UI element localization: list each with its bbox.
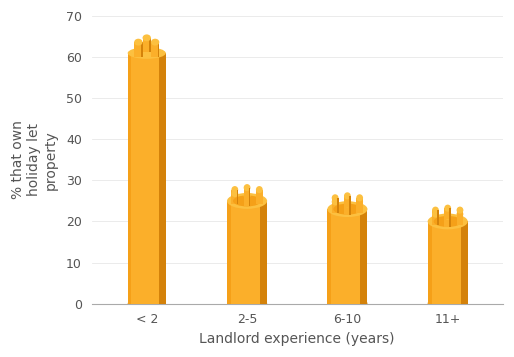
Bar bbox=[432, 214, 439, 225]
Ellipse shape bbox=[256, 186, 263, 193]
Polygon shape bbox=[249, 196, 250, 206]
Ellipse shape bbox=[231, 186, 238, 193]
Polygon shape bbox=[349, 204, 351, 215]
Ellipse shape bbox=[428, 213, 468, 230]
Ellipse shape bbox=[456, 211, 464, 218]
Ellipse shape bbox=[456, 207, 464, 214]
Polygon shape bbox=[159, 53, 166, 303]
Ellipse shape bbox=[231, 190, 238, 197]
Bar bbox=[231, 193, 238, 205]
Ellipse shape bbox=[432, 211, 439, 218]
Polygon shape bbox=[349, 196, 351, 207]
Polygon shape bbox=[249, 188, 250, 198]
Ellipse shape bbox=[344, 200, 351, 207]
Ellipse shape bbox=[332, 198, 339, 205]
Ellipse shape bbox=[356, 198, 363, 205]
Bar bbox=[356, 202, 363, 213]
Ellipse shape bbox=[432, 207, 439, 214]
Polygon shape bbox=[236, 190, 238, 201]
Bar bbox=[256, 193, 263, 205]
Ellipse shape bbox=[244, 184, 250, 191]
Ellipse shape bbox=[434, 216, 462, 227]
Polygon shape bbox=[149, 38, 151, 52]
Ellipse shape bbox=[142, 34, 151, 41]
Polygon shape bbox=[260, 201, 267, 303]
Ellipse shape bbox=[356, 194, 363, 201]
Ellipse shape bbox=[327, 201, 368, 217]
Polygon shape bbox=[337, 202, 339, 213]
Polygon shape bbox=[428, 221, 432, 303]
Bar bbox=[428, 221, 468, 303]
Polygon shape bbox=[127, 53, 132, 303]
Polygon shape bbox=[337, 198, 339, 209]
Bar bbox=[227, 201, 267, 303]
Ellipse shape bbox=[127, 298, 166, 310]
Bar bbox=[142, 38, 151, 52]
Bar bbox=[456, 210, 464, 221]
Ellipse shape bbox=[244, 192, 250, 199]
Bar bbox=[332, 198, 339, 209]
Bar bbox=[344, 204, 351, 215]
Polygon shape bbox=[158, 42, 159, 56]
Ellipse shape bbox=[334, 203, 361, 215]
Ellipse shape bbox=[256, 190, 263, 197]
Bar bbox=[444, 208, 451, 219]
Ellipse shape bbox=[344, 192, 351, 200]
Ellipse shape bbox=[327, 296, 368, 312]
Ellipse shape bbox=[332, 194, 339, 201]
Bar bbox=[327, 209, 368, 303]
Ellipse shape bbox=[444, 205, 451, 212]
Bar bbox=[256, 190, 263, 201]
Bar bbox=[231, 190, 238, 201]
Bar bbox=[134, 42, 142, 56]
Ellipse shape bbox=[444, 212, 451, 220]
Y-axis label: % that own
holiday let
property: % that own holiday let property bbox=[11, 120, 58, 199]
Polygon shape bbox=[449, 216, 451, 227]
Ellipse shape bbox=[227, 296, 267, 312]
X-axis label: Landlord experience (years): Landlord experience (years) bbox=[199, 332, 395, 346]
Ellipse shape bbox=[428, 296, 468, 312]
Bar bbox=[127, 53, 166, 303]
Ellipse shape bbox=[134, 39, 142, 46]
Bar bbox=[432, 210, 439, 221]
Ellipse shape bbox=[151, 39, 159, 46]
Polygon shape bbox=[461, 221, 468, 303]
Bar bbox=[456, 214, 464, 225]
Polygon shape bbox=[360, 209, 368, 303]
Ellipse shape bbox=[127, 47, 166, 59]
Polygon shape bbox=[449, 208, 451, 219]
Ellipse shape bbox=[233, 195, 261, 206]
Polygon shape bbox=[236, 193, 238, 205]
Bar bbox=[344, 196, 351, 207]
Bar bbox=[244, 188, 250, 198]
Bar bbox=[151, 42, 159, 56]
Polygon shape bbox=[437, 214, 439, 225]
Bar bbox=[444, 216, 451, 227]
Polygon shape bbox=[327, 209, 332, 303]
Bar bbox=[244, 196, 250, 206]
Bar bbox=[332, 202, 339, 213]
Polygon shape bbox=[437, 210, 439, 221]
Polygon shape bbox=[227, 201, 231, 303]
Polygon shape bbox=[141, 42, 142, 56]
Bar bbox=[356, 198, 363, 209]
Ellipse shape bbox=[227, 193, 267, 209]
